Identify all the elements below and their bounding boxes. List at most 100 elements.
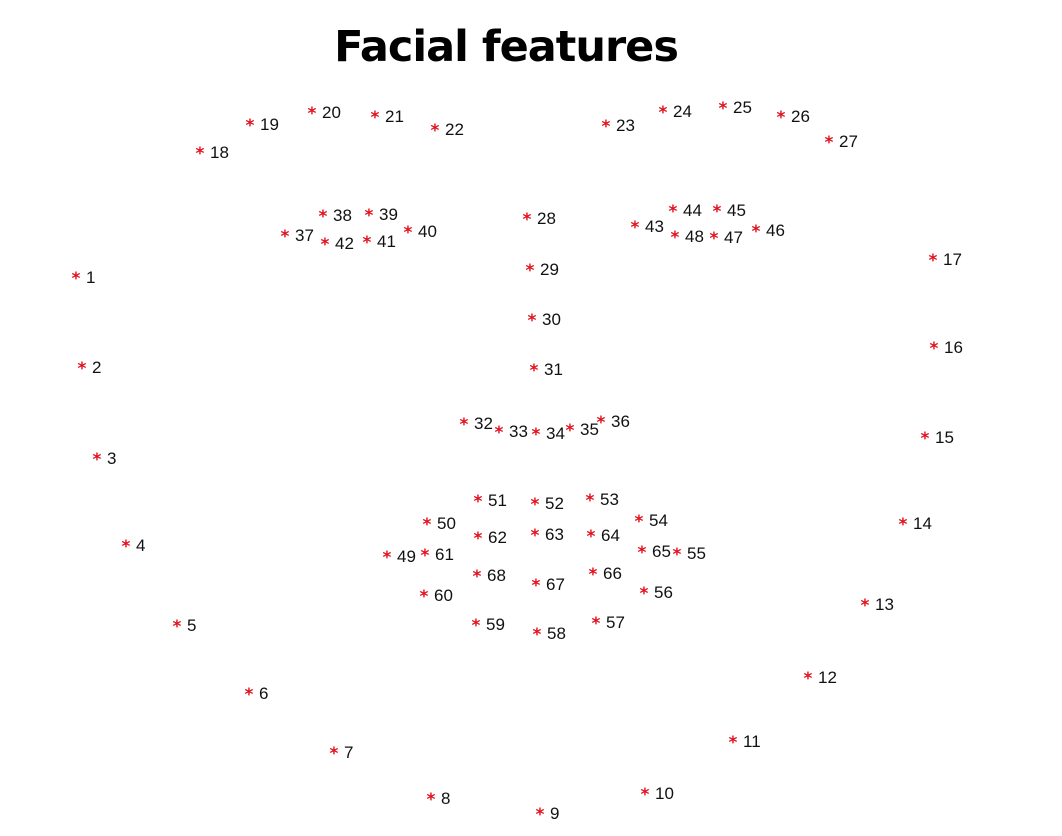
landmark-label: 65 <box>652 542 671 561</box>
landmark-point: * 66 <box>589 564 622 585</box>
landmark-marker: * <box>321 235 330 255</box>
landmark-marker: * <box>533 625 542 645</box>
landmark-label: 8 <box>441 789 450 808</box>
landmark-point: * 41 <box>363 232 396 253</box>
landmark-point: * 42 <box>321 234 354 255</box>
landmark-point: * 40 <box>404 222 437 243</box>
landmark-point: * 47 <box>710 228 743 249</box>
landmark-label: 28 <box>537 209 556 228</box>
landmark-marker: * <box>587 527 596 547</box>
landmark-label: 61 <box>435 545 454 564</box>
landmark-label: 40 <box>418 222 437 241</box>
landmark-marker: * <box>635 512 644 532</box>
landmark-point: * 26 <box>777 107 810 128</box>
landmark-label: 29 <box>540 260 559 279</box>
landmark-label: 64 <box>601 526 620 545</box>
landmark-marker: * <box>659 103 668 123</box>
landmark-marker: * <box>641 785 650 805</box>
landmark-marker: * <box>566 421 575 441</box>
landmark-point: * 5 <box>173 616 197 637</box>
landmark-point: * 16 <box>930 338 963 359</box>
landmark-marker: * <box>431 121 440 141</box>
landmark-point: * 43 <box>631 217 664 238</box>
landmark-label: 60 <box>434 586 453 605</box>
landmark-point: * 21 <box>371 107 404 128</box>
landmark-point: * 33 <box>495 422 528 443</box>
landmark-marker: * <box>420 587 429 607</box>
landmark-point: * 50 <box>423 514 456 535</box>
landmark-marker: * <box>319 207 328 227</box>
landmark-marker: * <box>669 202 678 222</box>
landmark-label: 9 <box>550 804 559 823</box>
landmark-point: * 68 <box>473 566 506 587</box>
landmark-marker: * <box>713 202 722 222</box>
landmark-point: * 38 <box>319 206 352 227</box>
landmark-marker: * <box>719 99 728 119</box>
landmark-point: * 37 <box>281 226 314 247</box>
landmark-marker: * <box>777 108 786 128</box>
landmark-marker: * <box>173 617 182 637</box>
landmark-label: 53 <box>600 490 619 509</box>
landmark-label: 55 <box>687 544 706 563</box>
landmark-point: * 61 <box>421 545 454 566</box>
landmark-point: * 55 <box>673 544 706 565</box>
landmark-label: 2 <box>92 358 101 377</box>
landmark-point: * 52 <box>531 494 564 515</box>
landmark-label: 49 <box>397 547 416 566</box>
landmark-label: 58 <box>547 624 566 643</box>
landmark-point: * 44 <box>669 201 702 222</box>
landmark-label: 15 <box>935 428 954 447</box>
landmark-marker: * <box>473 567 482 587</box>
landmark-point: * 53 <box>586 490 619 511</box>
landmark-label: 52 <box>545 494 564 513</box>
landmark-point: * 48 <box>671 227 704 248</box>
landmark-label: 23 <box>616 116 635 135</box>
landmark-label: 39 <box>379 205 398 224</box>
landmark-marker: * <box>729 733 738 753</box>
landmark-point: * 60 <box>420 586 453 607</box>
landmark-label: 1 <box>86 268 95 287</box>
landmark-marker: * <box>474 529 483 549</box>
landmark-point: * 1 <box>72 268 96 289</box>
landmark-marker: * <box>383 548 392 568</box>
landmark-point: * 62 <box>474 528 507 549</box>
landmark-label: 62 <box>488 528 507 547</box>
landmark-point: * 65 <box>638 542 671 563</box>
landmark-label: 34 <box>546 424 565 443</box>
landmark-point: * 39 <box>365 205 398 226</box>
landmark-label: 63 <box>545 525 564 544</box>
landmark-point: * 45 <box>713 201 746 222</box>
landmark-point: * 3 <box>93 449 117 470</box>
landmark-label: 35 <box>580 420 599 439</box>
landmark-point: * 31 <box>530 360 563 381</box>
landmark-point: * 35 <box>566 420 599 441</box>
page-title: Facial features <box>334 22 679 72</box>
landmark-label: 56 <box>654 583 673 602</box>
landmark-point: * 27 <box>825 132 858 153</box>
landmark-marker: * <box>531 495 540 515</box>
landmark-marker: * <box>474 492 483 512</box>
landmark-marker: * <box>536 805 545 825</box>
landmark-label: 12 <box>818 668 837 687</box>
landmark-label: 67 <box>546 575 565 594</box>
landmark-label: 46 <box>766 221 785 240</box>
landmark-label: 13 <box>875 595 894 614</box>
landmark-marker: * <box>589 565 598 585</box>
landmark-label: 3 <box>107 449 116 468</box>
landmark-point: * 59 <box>472 615 505 636</box>
landmark-marker: * <box>523 210 532 230</box>
landmark-point: * 24 <box>659 102 692 123</box>
landmark-marker: * <box>72 269 81 289</box>
landmark-marker: * <box>673 545 682 565</box>
landmark-label: 14 <box>913 514 932 533</box>
landmark-point: * 36 <box>597 412 630 433</box>
landmark-point: * 25 <box>719 98 752 119</box>
landmark-point: * 51 <box>474 491 507 512</box>
landmark-point: * 29 <box>526 260 559 281</box>
landmark-marker: * <box>78 359 87 379</box>
landmark-label: 20 <box>322 103 341 122</box>
landmark-label: 43 <box>645 217 664 236</box>
landmark-marker: * <box>921 429 930 449</box>
landmark-label: 4 <box>136 536 145 555</box>
